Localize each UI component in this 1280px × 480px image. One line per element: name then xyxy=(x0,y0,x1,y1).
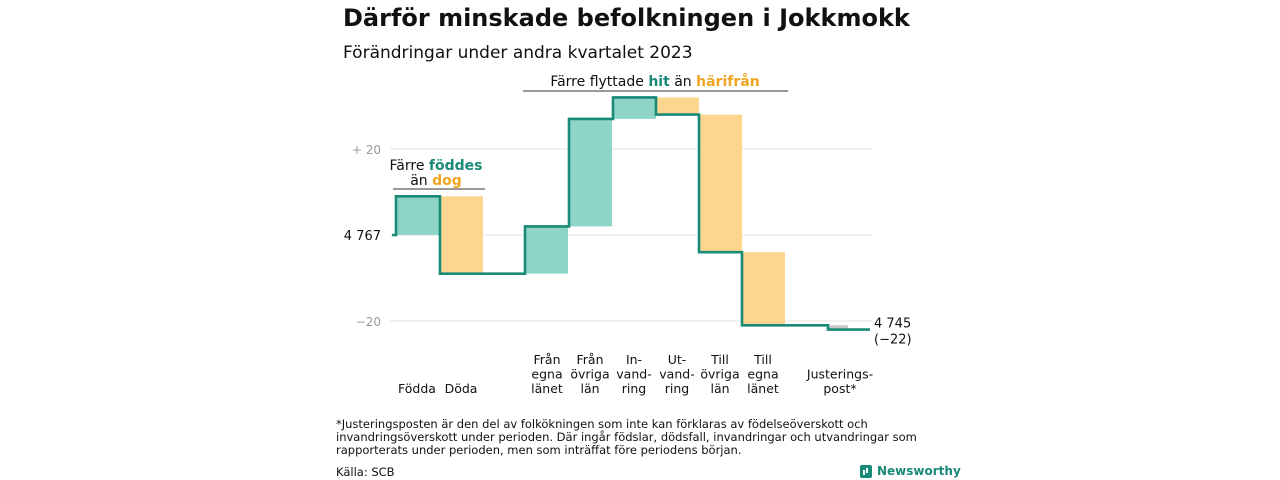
x-tick-label-invandring: vand- xyxy=(616,367,651,382)
cumulative-step-line xyxy=(392,96,870,331)
x-tick-label-invandring: In- xyxy=(626,352,642,367)
x-tick-label-till_egna: Till xyxy=(753,352,772,367)
x-tick-label-fran_ovriga: övriga xyxy=(570,367,609,382)
bar-fodda xyxy=(396,196,439,235)
bar-till_ovriga xyxy=(699,114,742,253)
x-tick-label-fran_ovriga: Från xyxy=(576,352,603,367)
chart-subtitle: Förändringar under andra kvartalet 2023 xyxy=(343,43,693,63)
y-tick-label: + 20 xyxy=(352,143,381,157)
x-tick-label-fodda: Födda xyxy=(398,381,436,396)
x-tick-label-fran_egna: länet xyxy=(531,381,563,396)
end-value-label: 4 745 xyxy=(874,317,911,332)
x-tick-label-utvandring: ring xyxy=(665,381,689,396)
bar-invandring xyxy=(613,97,656,119)
bar-doda xyxy=(440,196,483,274)
x-tick-label-utvandring: Ut- xyxy=(668,352,687,367)
bar-chart-icon xyxy=(860,464,872,478)
footnote: *Justeringsposten är den del av folkökni… xyxy=(336,417,917,457)
newsworthy-logo[interactable]: Newsworthy xyxy=(860,464,961,478)
x-tick-label-doda: Döda xyxy=(445,381,478,396)
chart-title: Därför minskade befolkningen i Jokkmokk xyxy=(343,4,910,32)
births-annotation-line1: Färre föddes xyxy=(390,158,483,174)
x-tick-label-justering: post* xyxy=(823,381,856,396)
x-tick-label-invandring: ring xyxy=(622,381,646,396)
x-tick-label-utvandring: vand- xyxy=(659,367,694,382)
brand-name: Newsworthy xyxy=(877,464,961,478)
end-change-label: (−22) xyxy=(874,333,912,348)
bar-justering xyxy=(828,325,848,330)
x-tick-label-fran_egna: egna xyxy=(531,367,562,382)
bar-till_egna xyxy=(742,252,785,326)
y-tick-label: −20 xyxy=(356,315,381,329)
x-tick-label-till_ovriga: Till xyxy=(710,352,729,367)
bar-fran_ovriga xyxy=(569,118,612,227)
x-tick-label-justering: Justerings- xyxy=(806,367,873,382)
x-tick-label-fran_egna: Från xyxy=(533,352,560,367)
x-tick-label-till_ovriga: övriga xyxy=(700,367,739,382)
x-tick-label-till_egna: länet xyxy=(747,381,779,396)
births-annotation-line2: än dog xyxy=(410,173,462,189)
source-label: Källa: SCB xyxy=(336,465,395,479)
migration-annotation: Färre flyttade hit än härifrån xyxy=(550,73,759,90)
x-tick-label-till_ovriga: län xyxy=(710,381,729,396)
baseline-label: 4 767 xyxy=(344,229,381,244)
bar-utvandring xyxy=(656,97,699,115)
x-tick-label-till_egna: egna xyxy=(747,367,778,382)
x-tick-label-fran_ovriga: län xyxy=(580,381,599,396)
bar-fran_egna xyxy=(525,226,568,274)
